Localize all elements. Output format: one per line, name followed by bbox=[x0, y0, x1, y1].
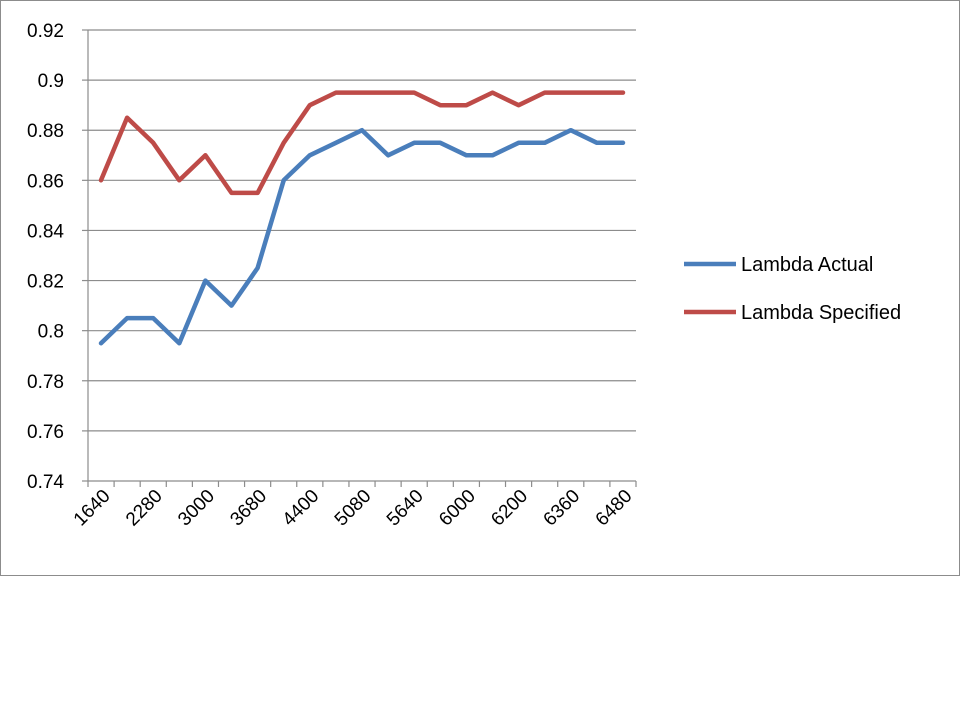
x-tick-label: 6200 bbox=[487, 486, 532, 531]
gridlines bbox=[88, 29, 636, 432]
x-tick-label: 4400 bbox=[279, 486, 324, 531]
x-tick-label: 5080 bbox=[331, 486, 376, 531]
x-axis-tick-labels: 1640 2280 3000 3680 4400 5080 5640 6000 6200 6360… bbox=[70, 486, 637, 531]
legend-label: Lambda Specified bbox=[741, 302, 901, 324]
chart-frame bbox=[0, 0, 960, 576]
y-tick-label: 0.74 bbox=[27, 472, 64, 493]
axes bbox=[82, 29, 637, 487]
legend: Lambda Actual Lambda Specified bbox=[684, 254, 901, 324]
y-axis-tick-labels: 0.74 0.76 0.78 0.8 0.82 0.84 0.86 0.88 0.9 0.92 bbox=[27, 21, 64, 493]
y-tick-label: 0.76 bbox=[27, 422, 64, 443]
x-tick-label: 6360 bbox=[540, 486, 585, 531]
y-tick-label: 0.92 bbox=[27, 21, 64, 42]
y-tick-label: 0.84 bbox=[27, 221, 64, 242]
y-tick-label: 0.8 bbox=[38, 322, 64, 343]
y-tick-label: 0.86 bbox=[27, 171, 64, 192]
x-tick-label: 2280 bbox=[122, 486, 167, 531]
y-tick-label: 0.82 bbox=[27, 272, 64, 293]
legend-label: Lambda Actual bbox=[741, 254, 873, 276]
x-tick-label: 6000 bbox=[435, 486, 480, 531]
x-tick-label: 3680 bbox=[226, 486, 271, 531]
y-tick-label: 0.88 bbox=[27, 121, 64, 142]
series-line-lambda-actual bbox=[98, 127, 626, 346]
x-tick-label: 6480 bbox=[592, 486, 637, 531]
series-lines bbox=[98, 90, 626, 346]
x-tick-label: 1640 bbox=[70, 486, 115, 531]
y-tick-label: 0.9 bbox=[38, 71, 64, 92]
series-line-lambda-specified bbox=[98, 90, 626, 196]
x-tick-label: 5640 bbox=[383, 486, 428, 531]
x-tick-label: 3000 bbox=[174, 486, 219, 531]
y-tick-label: 0.78 bbox=[27, 372, 64, 393]
